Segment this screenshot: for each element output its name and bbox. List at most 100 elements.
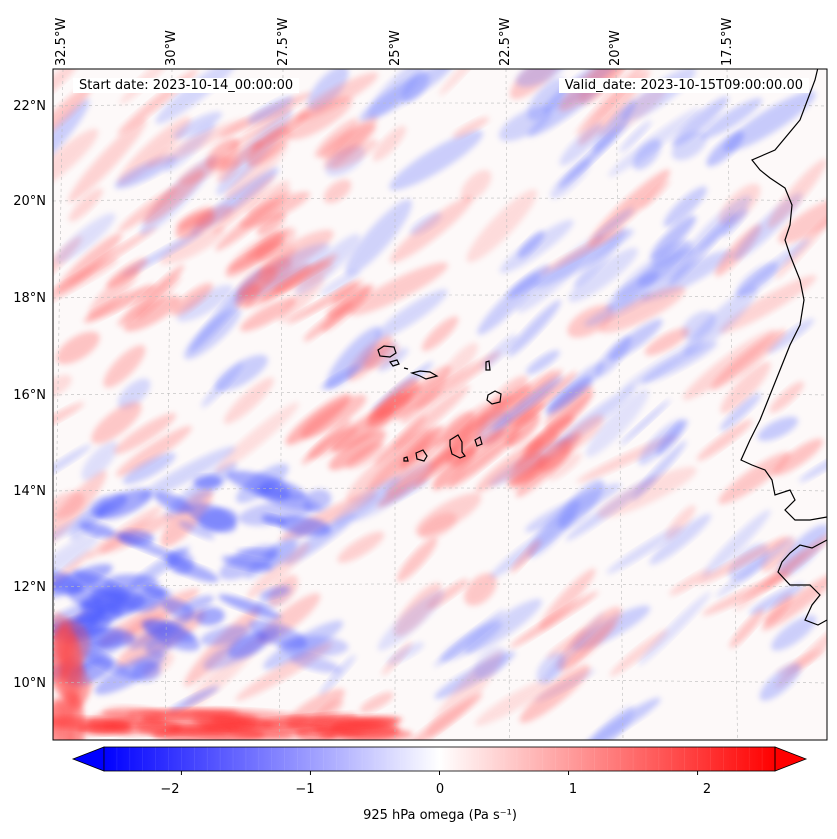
omega-anomaly: [117, 264, 185, 326]
omega-anomaly: [606, 271, 660, 311]
omega-anomaly: [702, 509, 771, 578]
omega-anomaly: [53, 532, 101, 581]
omega-anomaly: [546, 376, 593, 413]
omega-anomaly: [539, 568, 596, 630]
omega-anomaly: [90, 586, 146, 611]
start-date-label: Start date: 2023-10-14_00:00:00: [73, 78, 300, 93]
omega-anomaly: [421, 316, 459, 352]
omega-anomaly: [228, 239, 286, 272]
omega-anomaly: [178, 520, 215, 540]
omega-anomaly: [438, 69, 484, 96]
omega-anomaly: [715, 536, 795, 598]
omega-anomaly: [345, 199, 413, 276]
parallel-line: [53, 391, 827, 396]
omega-anomaly: [115, 425, 192, 477]
omega-anomaly: [146, 118, 248, 168]
africa-coastline: [740, 69, 827, 521]
lon-label-32-5w: 32.5°W: [54, 17, 69, 66]
omega-anomaly: [575, 69, 650, 136]
omega-anomaly: [201, 362, 244, 408]
omega-anomaly: [219, 544, 279, 580]
omega-anomaly: [594, 336, 632, 378]
omega-anomaly: [320, 365, 360, 390]
omega-anomaly: [331, 282, 359, 303]
omega-anomaly: [91, 401, 142, 444]
colorbar-tick-label: 0: [435, 782, 445, 797]
omega-anomaly: [278, 516, 332, 537]
lon-label-30w: 30°W: [164, 30, 179, 66]
colorbar-tick-label: −2: [160, 782, 180, 797]
omega-anomaly: [556, 606, 622, 670]
island-brava: [403, 456, 409, 462]
omega-anomaly: [527, 78, 567, 121]
omega-anomaly: [464, 573, 497, 606]
omega-anomaly: [649, 513, 712, 565]
omega-anomaly: [216, 158, 241, 183]
omega-anomaly: [547, 452, 582, 481]
omega-anomaly: [385, 435, 444, 497]
colorbar-extend-low: [71, 746, 105, 772]
omega-anomaly: [671, 131, 707, 161]
omega-anomaly: [769, 381, 804, 413]
lat-label-10n: 10°N: [13, 676, 46, 691]
omega-anomaly: [138, 446, 236, 501]
omega-anomaly: [177, 156, 229, 185]
lon-label-17-5w: 17.5°W: [720, 17, 735, 66]
omega-anomaly: [389, 196, 473, 263]
omega-anomaly: [491, 369, 556, 419]
omega-anomaly: [452, 116, 490, 138]
omega-anomaly: [123, 295, 181, 332]
lat-label-22n: 22°N: [13, 99, 46, 114]
omega-anomaly: [278, 275, 325, 323]
map-frame: [52, 68, 828, 741]
omega-anomaly: [246, 180, 290, 216]
omega-anomaly: [393, 365, 451, 421]
island-sal: [485, 360, 491, 371]
omega-anomaly: [475, 438, 544, 493]
island-santo-antao: [377, 345, 397, 358]
omega-anomaly: [509, 591, 599, 648]
omega-anomaly: [377, 590, 445, 651]
omega-anomaly: [247, 96, 294, 124]
omega-anomaly: [198, 507, 238, 532]
parallel-line: [53, 102, 827, 107]
omega-anomaly: [593, 207, 634, 240]
omega-anomaly: [168, 686, 219, 713]
omega-anomaly: [619, 399, 671, 446]
parallel-line: [53, 294, 827, 299]
omega-anomaly: [729, 609, 765, 649]
colorbar-extend-high: [774, 746, 808, 772]
omega-anomaly: [53, 444, 92, 483]
omega-anomaly: [372, 125, 407, 162]
omega-anomaly: [689, 195, 751, 254]
omega-anomaly: [224, 142, 289, 200]
omega-anomaly: [259, 586, 290, 599]
omega-anomaly: [440, 621, 503, 662]
omega-anomaly: [87, 267, 140, 318]
omega-anomaly: [289, 654, 341, 673]
lat-label-20n: 20°N: [13, 194, 46, 209]
omega-anomaly: [519, 664, 590, 723]
omega-anomaly: [319, 654, 356, 696]
omega-anomaly: [160, 598, 196, 620]
omega-anomaly: [682, 329, 777, 401]
omega-anomaly: [323, 179, 352, 204]
omega-anomaly: [671, 96, 729, 147]
omega-anomaly: [606, 525, 682, 574]
omega-anomaly: [53, 491, 85, 519]
omega-anomaly: [237, 266, 278, 299]
omega-anomaly: [195, 205, 234, 228]
omega-anomaly: [173, 111, 223, 140]
omega-anomaly: [718, 451, 791, 505]
omega-anomaly: [154, 491, 193, 513]
omega-anomaly: [193, 475, 223, 489]
omega-anomaly: [53, 570, 84, 594]
island-sao-vicente: [388, 359, 400, 367]
omega-anomaly: [701, 98, 763, 139]
omega-anomaly: [749, 583, 805, 615]
omega-anomaly: [757, 416, 799, 441]
omega-anomaly: [447, 430, 521, 489]
omega-anomaly: [389, 130, 484, 191]
omega-anomaly: [440, 342, 478, 384]
omega-anomaly: [278, 635, 349, 658]
